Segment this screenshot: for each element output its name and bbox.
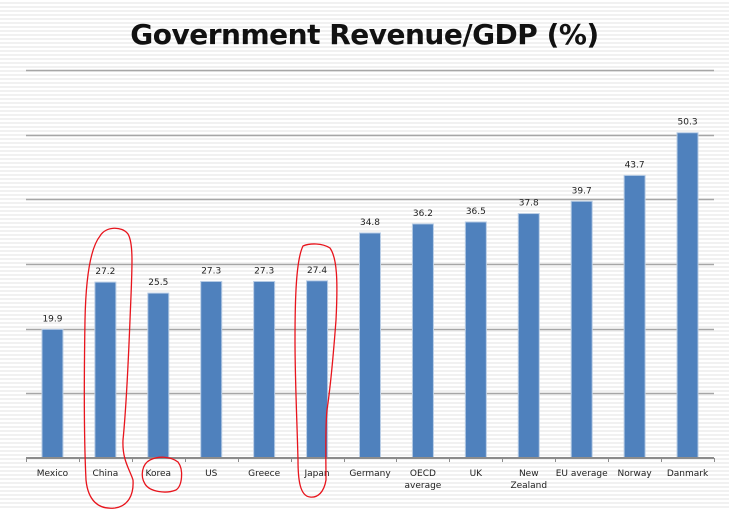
bar-eu-average xyxy=(570,200,593,459)
bars xyxy=(41,132,699,459)
category-label-uk: UK xyxy=(470,469,484,479)
category-label-us: US xyxy=(205,469,218,479)
bar-us xyxy=(200,280,223,459)
data-label-eu-average: 39.7 xyxy=(572,186,592,196)
category-label-china: China xyxy=(93,469,119,479)
category-label-oecd-average: OECD average xyxy=(405,469,442,491)
bar-china xyxy=(94,281,117,459)
category-label-norway: Norway xyxy=(618,469,653,479)
bar-japan xyxy=(306,280,329,459)
bar-mexico xyxy=(41,328,64,459)
data-labels: 19.9 27.2 25.5 27.3 27.3 27.4 34.8 36.2 36.5 37.8… xyxy=(42,118,697,325)
x-axis xyxy=(26,457,715,462)
japan-highlight-ellipse xyxy=(294,243,338,498)
category-label-eu-average: EU average xyxy=(556,469,608,479)
data-label-japan: 27.4 xyxy=(307,266,327,276)
data-label-norway: 43.7 xyxy=(625,160,645,170)
category-label-korea: Korea xyxy=(146,469,172,479)
data-label-china: 27.2 xyxy=(95,267,115,277)
category-label-greece: Greece xyxy=(248,469,280,479)
bar-norway xyxy=(623,174,646,459)
bar-uk xyxy=(464,221,487,459)
data-label-germany: 34.8 xyxy=(360,218,380,228)
category-label-japan: Japan xyxy=(304,469,330,479)
data-label-greece: 27.3 xyxy=(254,266,274,276)
data-label-danmark: 50.3 xyxy=(678,118,698,128)
red-annotations xyxy=(83,227,338,509)
data-label-mexico: 19.9 xyxy=(42,314,62,324)
bar-greece xyxy=(253,280,276,459)
korea-highlight-circle xyxy=(141,456,183,493)
china-highlight-ellipse xyxy=(83,227,134,509)
data-label-us: 27.3 xyxy=(201,266,221,276)
category-label-new-zealand: New Zealand xyxy=(510,469,547,491)
category-labels: Mexico China Korea US Greece Japan Germany OECD… xyxy=(37,469,709,491)
category-label-mexico: Mexico xyxy=(37,469,69,479)
data-label-korea: 25.5 xyxy=(148,278,168,288)
bar-danmark xyxy=(676,132,699,459)
category-label-germany: Germany xyxy=(349,469,391,479)
data-label-new-zealand: 37.8 xyxy=(519,199,539,209)
bar-oecd-average xyxy=(411,223,434,459)
category-label-danmark: Danmark xyxy=(667,469,709,479)
chart-title: Government Revenue/GDP (%) xyxy=(130,18,599,51)
bar-germany xyxy=(359,232,381,459)
bar-new-zealand xyxy=(517,213,540,459)
data-label-oecd-average: 36.2 xyxy=(413,209,433,219)
data-label-uk: 36.5 xyxy=(466,207,486,217)
bar-korea xyxy=(147,292,170,459)
